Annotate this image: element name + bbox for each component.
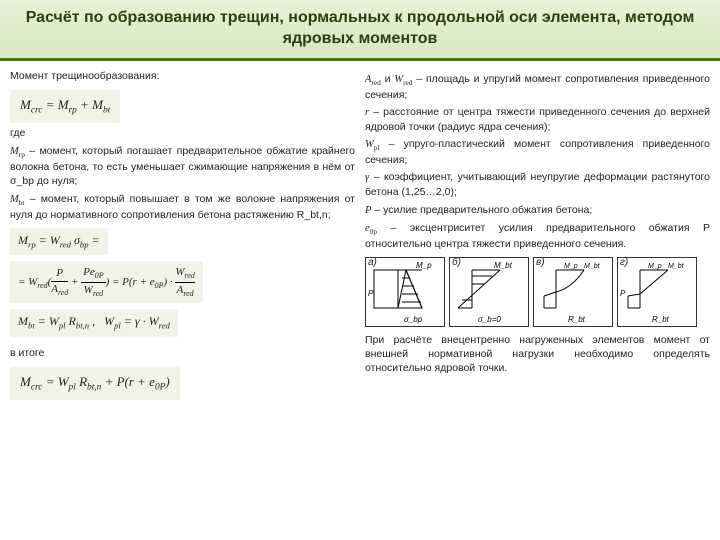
def-wpl: Wpl – упруго-пластический момент сопроти… [365, 137, 710, 167]
def-r: r – расстояние от центра тяжести приведе… [365, 105, 710, 134]
diagram-b: б) M_bt σ_b=0 [449, 257, 529, 327]
diagram-b-svg: M_bt σ_b=0 [450, 258, 530, 328]
svg-text:R_bt: R_bt [568, 315, 586, 324]
svg-text:M_bt: M_bt [494, 261, 513, 270]
svg-text:P: P [620, 289, 626, 298]
left-column: Момент трещинообразования: Mcrc = Mrp + … [10, 69, 355, 403]
def-ared: Ared и Wred – площадь и упругий момент с… [365, 72, 710, 102]
itogo-label: в итоге [10, 346, 355, 360]
svg-text:M_bt: M_bt [668, 263, 685, 270]
svg-text:M_bt: M_bt [584, 263, 601, 270]
def-gamma: γ – коэффициент, учитывающий неупругие д… [365, 170, 710, 199]
formula-mbt: Mbt = Wpl Rbt,n , Wpl = γ · Wred [10, 309, 178, 336]
diagram-v-svg: M_p M_bt R_bt [534, 258, 614, 328]
diagram-a: а) M_p σ_bp P [365, 257, 445, 327]
where-label: где [10, 126, 355, 140]
def-e0p: e0p – эксцентриситет усилия предваритель… [365, 221, 710, 251]
svg-text:σ_b=0: σ_b=0 [478, 315, 501, 324]
formula-mrp2: = Wred(PAred + Pe0PWred) = P(r + e0P) · … [10, 261, 203, 304]
right-column: Ared и Wred – площадь и упругий момент с… [365, 69, 710, 403]
slide-content: Момент трещинообразования: Mcrc = Mrp + … [0, 61, 720, 411]
svg-text:M_p: M_p [564, 263, 578, 270]
slide-header: Расчёт по образованию трещин, нормальных… [0, 0, 720, 61]
svg-text:P: P [368, 289, 374, 298]
diagram-g: г) M_p M_bt R_bt P [617, 257, 697, 327]
diagram-v: в) M_p M_bt R_bt [533, 257, 613, 327]
diagram-g-svg: M_p M_bt R_bt P [618, 258, 698, 328]
formula-mrp: Mrp = Wred σbp = [10, 228, 108, 255]
svg-text:σ_bp: σ_bp [404, 315, 423, 324]
svg-text:R_bt: R_bt [652, 315, 670, 324]
def-p: P – усилие предварительного обжатия бето… [365, 203, 710, 218]
moment-label: Момент трещинообразования: [10, 69, 355, 83]
svg-text:M_p: M_p [648, 263, 662, 270]
formula-final: Mcrc = Wpl Rbt,n + P(r + e0P) [10, 367, 180, 400]
stress-diagrams: а) M_p σ_bp P б) [365, 257, 710, 327]
svg-text:M_p: M_p [416, 261, 432, 270]
formula-main: Mcrc = Mrp + Mbt [10, 90, 120, 123]
note-text: При расчёте внецентренно нагруженных эле… [365, 333, 710, 376]
diagram-a-svg: M_p σ_bp P [366, 258, 446, 328]
def-mbt: Mbt – момент, который повышает в том же … [10, 192, 355, 222]
def-mrp: Mrp – момент, который погашает предварит… [10, 144, 355, 188]
slide-title: Расчёт по образованию трещин, нормальных… [12, 8, 708, 50]
